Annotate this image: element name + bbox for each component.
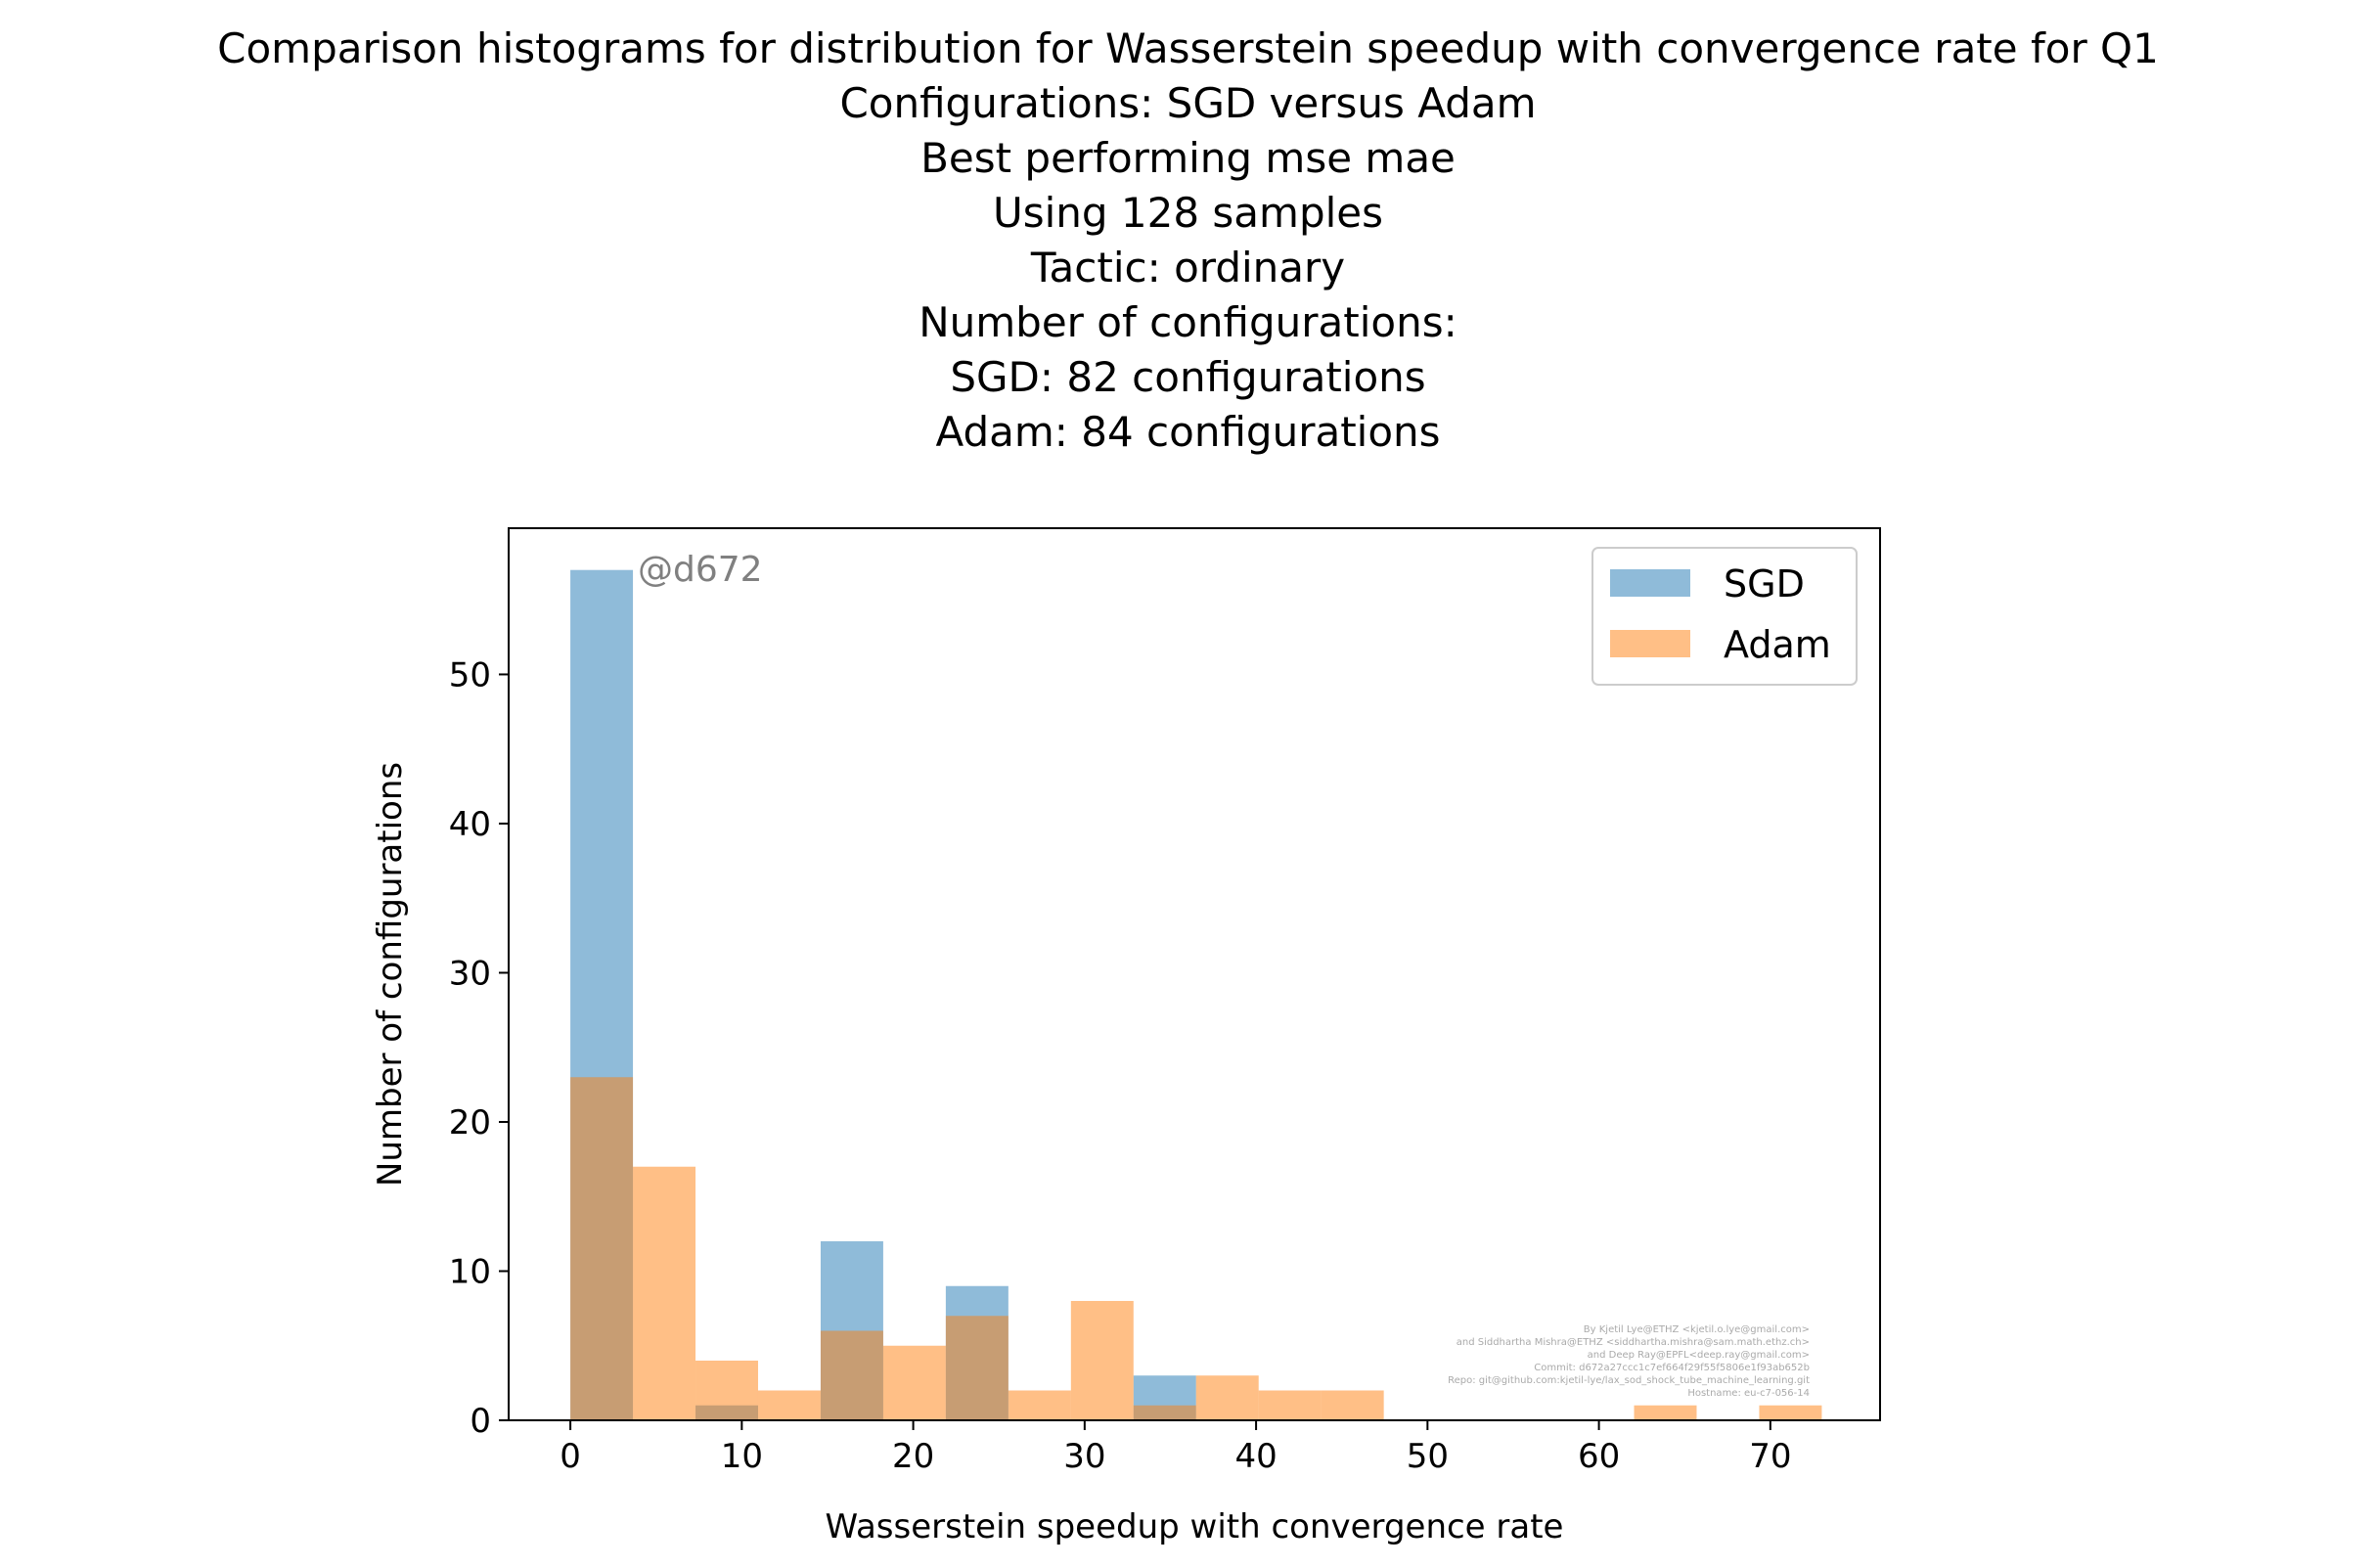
bar-adam-11	[1258, 1390, 1322, 1420]
bar-adam-12	[1321, 1390, 1384, 1420]
y-tick-label-20: 20	[449, 1103, 491, 1142]
title-line-6: Number of configurations:	[919, 298, 1457, 346]
bars-group	[570, 569, 1822, 1420]
y-tick-label-10: 10	[449, 1252, 491, 1291]
bar-adam-3	[757, 1390, 821, 1420]
credits-line-6: Hostname: eu-c7-056-14	[1687, 1388, 1810, 1399]
x-tick-label-40: 40	[1234, 1437, 1277, 1476]
credits-line-2: and Siddhartha Mishra@ETHZ <siddhartha.m…	[1457, 1337, 1810, 1348]
bar-adam-19	[1759, 1405, 1822, 1420]
y-tick-label-50: 50	[449, 655, 491, 694]
legend-swatch-adam	[1610, 630, 1690, 657]
title-line-4: Using 128 samples	[992, 189, 1384, 237]
title-line-8: Adam: 84 configurations	[935, 408, 1441, 456]
y-tick-label-0: 0	[470, 1402, 491, 1441]
commit-annotation: @d672	[638, 550, 763, 590]
legend: SGD Adam	[1591, 547, 1858, 686]
bar-adam-5	[882, 1345, 946, 1420]
credits-line-3: and Deep Ray@EPFL<deep.ray@gmail.com>	[1588, 1350, 1810, 1361]
x-tick-label-0: 0	[560, 1437, 581, 1476]
title-line-3: Best performing mse mae	[920, 134, 1456, 182]
bar-adam-17	[1634, 1405, 1697, 1420]
y-tick-label-40: 40	[449, 805, 491, 844]
x-tick-label-20: 20	[892, 1437, 934, 1476]
legend-label-adam: Adam	[1724, 623, 1831, 666]
legend-swatch-sgd	[1610, 569, 1690, 597]
bar-adam-9	[1133, 1405, 1196, 1420]
x-tick-label-10: 10	[721, 1437, 763, 1476]
x-axis-label: Wasserstein speedup with convergence rat…	[826, 1507, 1564, 1546]
title-line-7: SGD: 82 configurations	[950, 353, 1426, 401]
credits-line-1: By Kjetil Lye@ETHZ <kjetil.o.lye@gmail.c…	[1584, 1324, 1810, 1335]
bar-adam-10	[1195, 1375, 1259, 1420]
credits-block: By Kjetil Lye@ETHZ <kjetil.o.lye@gmail.c…	[1448, 1324, 1810, 1399]
x-tick-label-50: 50	[1407, 1437, 1449, 1476]
credits-line-4: Commit: d672a27ccc1c7ef664f29f55f5806e1f…	[1534, 1363, 1810, 1373]
legend-label-sgd: SGD	[1724, 562, 1805, 605]
chart-title: Comparison histograms for distribution f…	[0, 22, 2376, 460]
x-tick-label-70: 70	[1749, 1437, 1791, 1476]
bar-adam-4	[820, 1330, 883, 1420]
plot-frame	[508, 527, 1881, 1421]
bar-adam-2	[695, 1360, 758, 1420]
x-axis: 0 10 20 30 40 50 60 70	[560, 1420, 1791, 1476]
x-tick-label-60: 60	[1578, 1437, 1620, 1476]
bar-adam-7	[1008, 1390, 1071, 1420]
title-line-5: Tactic: ordinary	[1030, 244, 1346, 291]
bar-adam-6	[945, 1316, 1009, 1420]
bar-adam-1	[633, 1166, 696, 1420]
bar-adam-0	[570, 1077, 634, 1420]
title-line-1: Comparison histograms for distribution f…	[217, 24, 2159, 72]
y-axis-label: Number of configurations	[371, 762, 410, 1187]
bar-adam-8	[1070, 1300, 1134, 1420]
y-tick-label-30: 30	[449, 954, 491, 993]
title-line-2: Configurations: SGD versus Adam	[839, 79, 1537, 127]
y-axis: 0 10 20 30 40 50	[449, 655, 509, 1441]
credits-line-5: Repo: git@github.com:kjetil-lye/lax_sod_…	[1448, 1375, 1810, 1386]
x-tick-label-30: 30	[1063, 1437, 1105, 1476]
